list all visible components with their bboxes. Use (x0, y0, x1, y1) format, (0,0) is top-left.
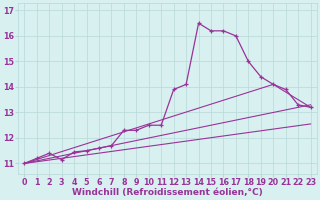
X-axis label: Windchill (Refroidissement éolien,°C): Windchill (Refroidissement éolien,°C) (72, 188, 263, 197)
